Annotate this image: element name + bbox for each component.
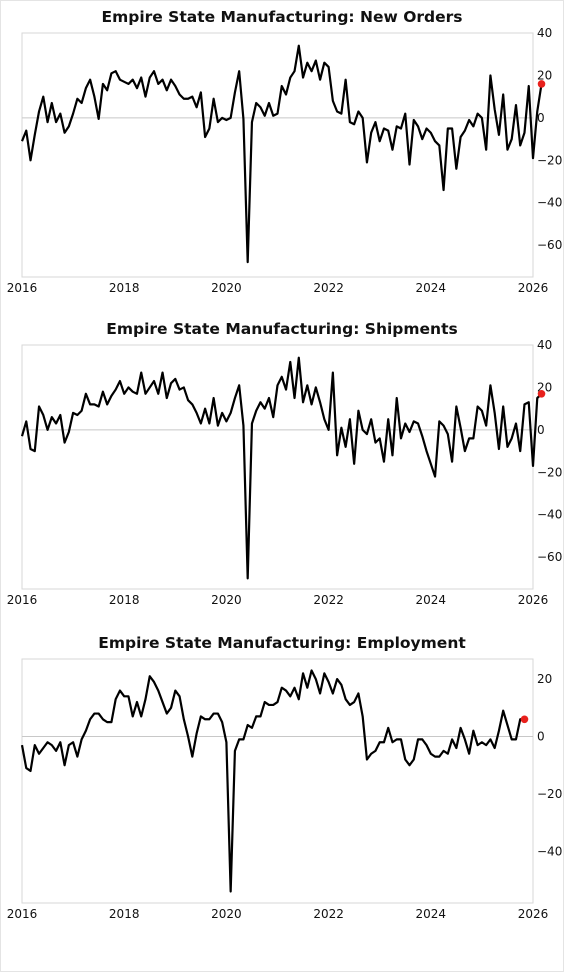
- x-tick-label: 2018: [109, 281, 140, 295]
- latest-value-marker: [537, 390, 546, 398]
- x-tick-label: 2026: [518, 593, 549, 607]
- x-tick-label: 2024: [416, 907, 447, 921]
- chart-new-orders: Empire State Manufacturing: New Orders 4…: [7, 8, 563, 295]
- x-axis: 2016 2018 2020 2022 2024 2026: [7, 907, 549, 921]
- chart-employment: Empire State Manufacturing: Employment 2…: [7, 634, 563, 921]
- y-tick-label: −20: [537, 465, 562, 479]
- x-tick-label: 2026: [518, 907, 549, 921]
- plot-area: [21, 344, 534, 590]
- y-axis: 40 20 0 −20 −40 −60: [537, 26, 562, 252]
- y-tick-label: 40: [537, 26, 552, 40]
- x-tick-label: 2016: [7, 593, 38, 607]
- y-tick-label: −40: [537, 844, 562, 858]
- y-tick-label: −60: [537, 238, 562, 252]
- x-tick-label: 2018: [109, 907, 140, 921]
- series-line: [20, 44, 543, 264]
- x-axis: 2016 2018 2020 2022 2024 2026: [7, 593, 549, 607]
- x-tick-label: 2024: [416, 593, 447, 607]
- chart-title: Empire State Manufacturing: Shipments: [106, 320, 457, 338]
- y-tick-label: −20: [537, 787, 562, 801]
- x-axis: 2016 2018 2020 2022 2024 2026: [7, 281, 549, 295]
- y-tick-label: 40: [537, 338, 552, 352]
- x-tick-label: 2024: [416, 281, 447, 295]
- x-tick-label: 2016: [7, 281, 38, 295]
- x-tick-label: 2022: [313, 593, 344, 607]
- x-tick-label: 2018: [109, 593, 140, 607]
- x-tick-label: 2026: [518, 281, 549, 295]
- x-tick-label: 2016: [7, 907, 38, 921]
- y-tick-label: 20: [537, 68, 552, 82]
- x-tick-label: 2022: [313, 281, 344, 295]
- y-tick-label: −20: [537, 153, 562, 167]
- y-tick-label: 0: [537, 423, 545, 437]
- x-tick-label: 2022: [313, 907, 344, 921]
- y-tick-label: 0: [537, 730, 545, 744]
- y-tick-label: 0: [537, 111, 545, 125]
- chart-shipments: Empire State Manufacturing: Shipments 40…: [7, 320, 563, 607]
- series-line: [20, 356, 543, 580]
- y-tick-label: −40: [537, 196, 562, 210]
- plot-area: [21, 658, 534, 904]
- y-tick-label: −60: [537, 550, 562, 564]
- y-tick-label: 20: [537, 672, 552, 686]
- x-tick-label: 2020: [211, 907, 242, 921]
- y-tick-label: −40: [537, 508, 562, 522]
- y-axis: 20 0 −20 −40: [537, 672, 562, 858]
- plot-area: [21, 32, 534, 278]
- chart-title: Empire State Manufacturing: Employment: [98, 634, 466, 652]
- chart-title: Empire State Manufacturing: New Orders: [101, 8, 462, 26]
- x-tick-label: 2020: [211, 281, 242, 295]
- latest-value-marker: [520, 715, 529, 724]
- latest-value-marker: [537, 80, 546, 88]
- x-tick-label: 2020: [211, 593, 242, 607]
- series-line: [20, 669, 525, 893]
